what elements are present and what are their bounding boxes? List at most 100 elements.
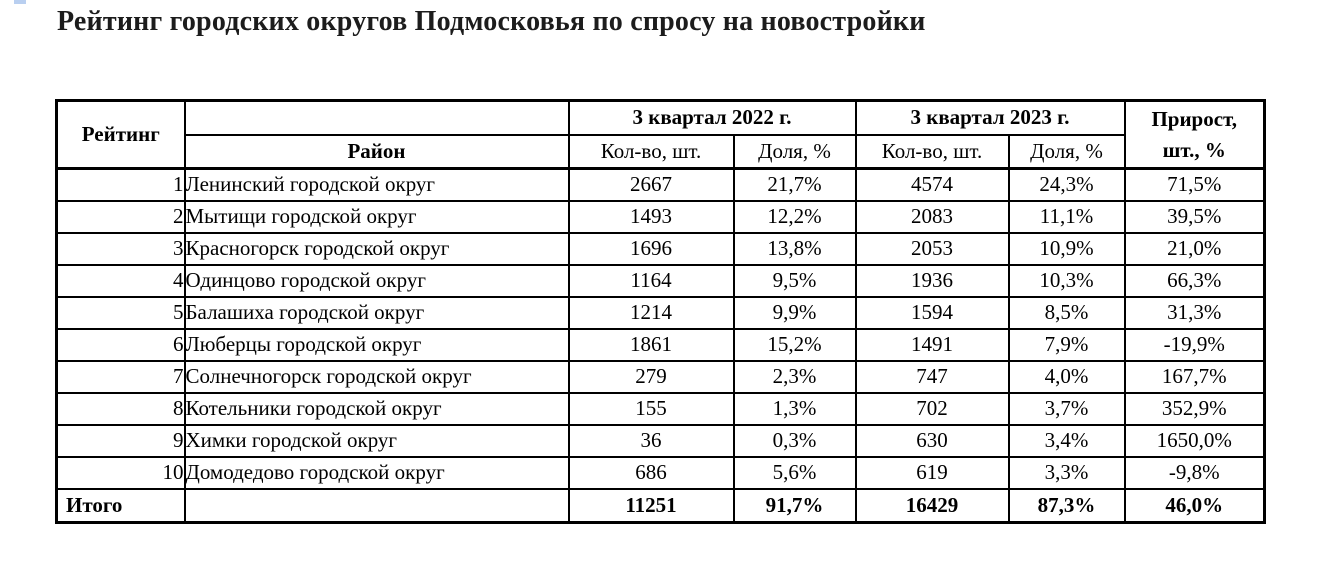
share-2022-cell: 1,3% <box>732 391 857 426</box>
count-2023-subheader: Кол-во, шт. <box>854 133 1010 170</box>
share-2023-cell: 4,0% <box>1007 359 1126 394</box>
count-2023-cell: 2083 <box>854 199 1010 234</box>
growth-cell: -9,8% <box>1123 455 1266 490</box>
district-header-spacer <box>183 99 570 136</box>
growth-cell: 1650,0% <box>1123 423 1266 458</box>
rating-column-header: Рейтинг <box>55 99 186 170</box>
table-row: 6 Люберцы городской округ 1861 15,2% 149… <box>55 327 1266 362</box>
share-2023-cell: 3,7% <box>1007 391 1126 426</box>
growth-cell: 66,3% <box>1123 263 1266 298</box>
growth-cell: 39,5% <box>1123 199 1266 234</box>
table-row: 7 Солнечногорск городской округ 279 2,3%… <box>55 359 1266 394</box>
growth-header-line2: шт., % <box>1162 137 1226 162</box>
table-row: 5 Балашиха городской округ 1214 9,9% 159… <box>55 295 1266 330</box>
share-2023-cell: 10,3% <box>1007 263 1126 298</box>
total-share-2022-cell: 91,7% <box>732 487 857 524</box>
district-cell: Домодедово городской округ <box>183 455 570 490</box>
table-row: 2 Мытищи городской округ 1493 12,2% 2083… <box>55 199 1266 234</box>
rating-cell: 3 <box>55 231 186 266</box>
total-label-cell: Итого <box>55 487 186 524</box>
count-2022-cell: 1493 <box>567 199 735 234</box>
total-count-2022-cell: 11251 <box>567 487 735 524</box>
growth-cell: 167,7% <box>1123 359 1266 394</box>
count-2023-cell: 2053 <box>854 231 1010 266</box>
table-header: Рейтинг 3 квартал 2022 г. 3 квартал 2023… <box>55 99 1266 170</box>
share-2022-cell: 15,2% <box>732 327 857 362</box>
count-2023-cell: 1491 <box>854 327 1010 362</box>
share-2023-cell: 24,3% <box>1007 167 1126 202</box>
rating-cell: 4 <box>55 263 186 298</box>
share-2022-cell: 2,3% <box>732 359 857 394</box>
share-2022-cell: 5,6% <box>732 455 857 490</box>
table-body: 1 Ленинский городской округ 2667 21,7% 4… <box>55 167 1266 524</box>
table-row: 1 Ленинский городской округ 2667 21,7% 4… <box>55 167 1266 202</box>
rating-cell: 9 <box>55 423 186 458</box>
corner-marker <box>14 0 26 4</box>
rating-table: Рейтинг 3 квартал 2022 г. 3 квартал 2023… <box>55 99 1266 524</box>
q3-2023-header: 3 квартал 2023 г. <box>854 99 1126 136</box>
share-2022-cell: 12,2% <box>732 199 857 234</box>
rating-cell: 1 <box>55 167 186 202</box>
growth-cell: -19,9% <box>1123 327 1266 362</box>
total-district-cell <box>183 487 570 524</box>
count-2023-cell: 702 <box>854 391 1010 426</box>
header-row-sub: Район Кол-во, шт. Доля, % Кол-во, шт. До… <box>57 133 1265 170</box>
count-2022-cell: 686 <box>567 455 735 490</box>
count-2022-cell: 1164 <box>567 263 735 298</box>
rating-cell: 6 <box>55 327 186 362</box>
share-2023-cell: 11,1% <box>1007 199 1126 234</box>
count-2022-subheader: Кол-во, шт. <box>567 133 735 170</box>
total-row: Итого 11251 91,7% 16429 87,3% 46,0% <box>55 487 1266 524</box>
district-cell: Одинцово городской округ <box>183 263 570 298</box>
count-2022-cell: 1214 <box>567 295 735 330</box>
district-cell: Солнечногорск городской округ <box>183 359 570 394</box>
share-2022-cell: 13,8% <box>732 231 857 266</box>
count-2022-cell: 279 <box>567 359 735 394</box>
count-2023-cell: 1594 <box>854 295 1010 330</box>
share-2022-cell: 21,7% <box>732 167 857 202</box>
count-2022-cell: 155 <box>567 391 735 426</box>
total-count-2023-cell: 16429 <box>854 487 1010 524</box>
share-2023-cell: 3,3% <box>1007 455 1126 490</box>
count-2022-cell: 1861 <box>567 327 735 362</box>
table-row: 8 Котельники городской округ 155 1,3% 70… <box>55 391 1266 426</box>
share-2023-cell: 3,4% <box>1007 423 1126 458</box>
share-2023-subheader: Доля, % <box>1007 133 1126 170</box>
count-2023-cell: 747 <box>854 359 1010 394</box>
count-2023-cell: 1936 <box>854 263 1010 298</box>
share-2022-cell: 0,3% <box>732 423 857 458</box>
district-cell: Химки городской округ <box>183 423 570 458</box>
share-2023-cell: 8,5% <box>1007 295 1126 330</box>
table-row: 9 Химки городской округ 36 0,3% 630 3,4%… <box>55 423 1266 458</box>
rating-cell: 8 <box>55 391 186 426</box>
q3-2022-header: 3 квартал 2022 г. <box>567 99 857 136</box>
page-title: Рейтинг городских округов Подмосковья по… <box>57 6 926 37</box>
district-column-header: Район <box>183 133 570 170</box>
count-2023-cell: 630 <box>854 423 1010 458</box>
growth-cell: 71,5% <box>1123 167 1266 202</box>
share-2023-cell: 10,9% <box>1007 231 1126 266</box>
count-2022-cell: 2667 <box>567 167 735 202</box>
growth-cell: 31,3% <box>1123 295 1266 330</box>
count-2023-cell: 4574 <box>854 167 1010 202</box>
growth-cell: 21,0% <box>1123 231 1266 266</box>
count-2022-cell: 36 <box>567 423 735 458</box>
share-2022-cell: 9,9% <box>732 295 857 330</box>
district-cell: Красногорск городской округ <box>183 231 570 266</box>
share-2023-cell: 7,9% <box>1007 327 1126 362</box>
rating-cell: 10 <box>55 455 186 490</box>
district-cell: Котельники городской округ <box>183 391 570 426</box>
district-cell: Балашиха городской округ <box>183 295 570 330</box>
rating-cell: 2 <box>55 199 186 234</box>
table-row: 10 Домодедово городской округ 686 5,6% 6… <box>55 455 1266 490</box>
growth-column-header: Прирост, шт., % <box>1123 99 1266 170</box>
share-2022-subheader: Доля, % <box>732 133 857 170</box>
total-growth-cell: 46,0% <box>1123 487 1266 524</box>
district-cell: Люберцы городской округ <box>183 327 570 362</box>
growth-cell: 352,9% <box>1123 391 1266 426</box>
total-share-2023-cell: 87,3% <box>1007 487 1126 524</box>
rating-cell: 7 <box>55 359 186 394</box>
growth-header-line1: Прирост, <box>1151 107 1238 132</box>
table-row: 3 Красногорск городской округ 1696 13,8%… <box>55 231 1266 266</box>
